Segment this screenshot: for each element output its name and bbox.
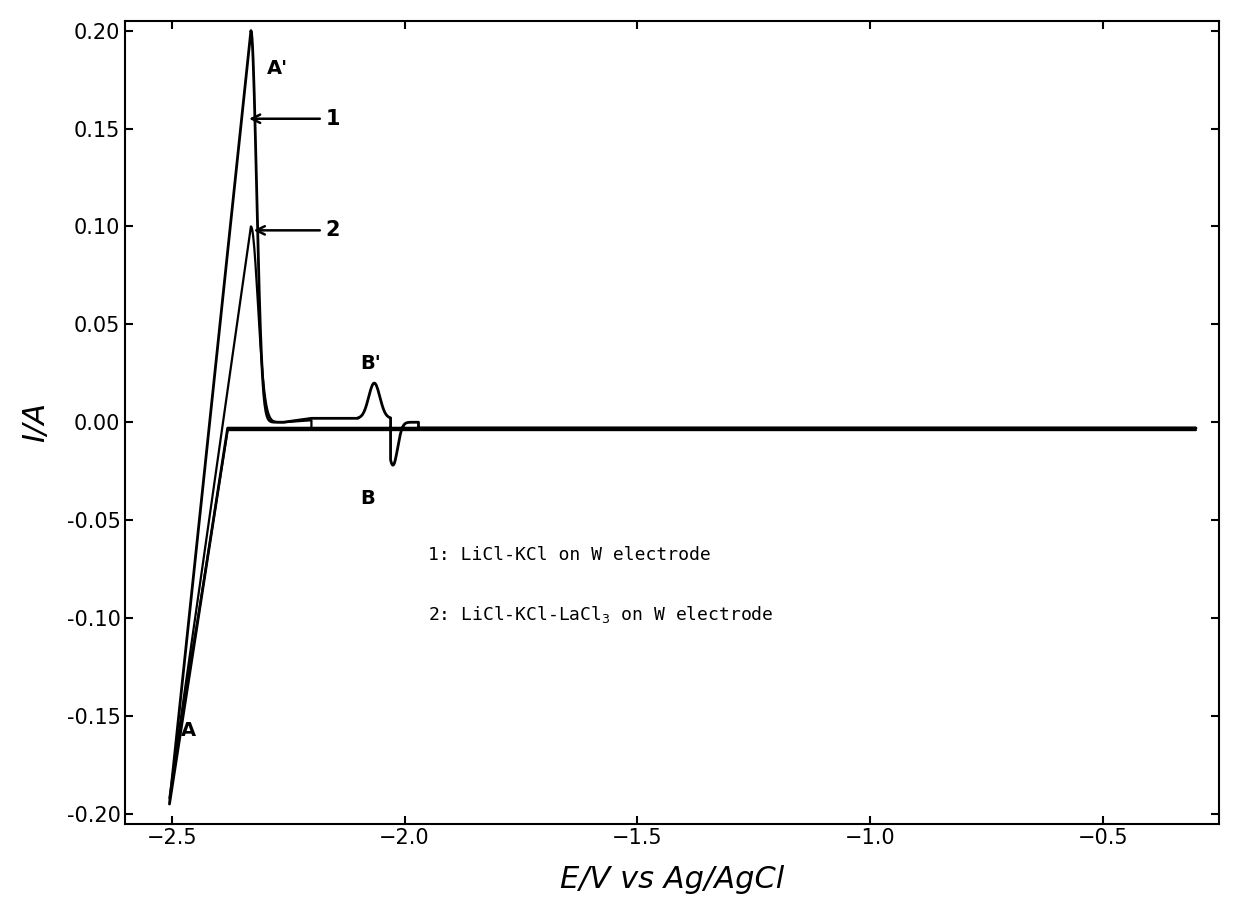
- Y-axis label: I/A: I/A: [21, 403, 50, 442]
- Text: B': B': [361, 354, 381, 373]
- Text: B: B: [361, 490, 374, 509]
- X-axis label: E/V vs Ag/AgCl: E/V vs Ag/AgCl: [560, 866, 785, 894]
- Text: 1: 1: [252, 109, 340, 129]
- Text: A: A: [181, 720, 196, 739]
- Text: 2: 2: [257, 221, 340, 241]
- Text: 2: LiCl-KCl-LaCl$_3$ on W electrode: 2: LiCl-KCl-LaCl$_3$ on W electrode: [428, 604, 774, 625]
- Text: 1: LiCl-KCl on W electrode: 1: LiCl-KCl on W electrode: [428, 546, 711, 565]
- Text: A': A': [267, 59, 289, 78]
